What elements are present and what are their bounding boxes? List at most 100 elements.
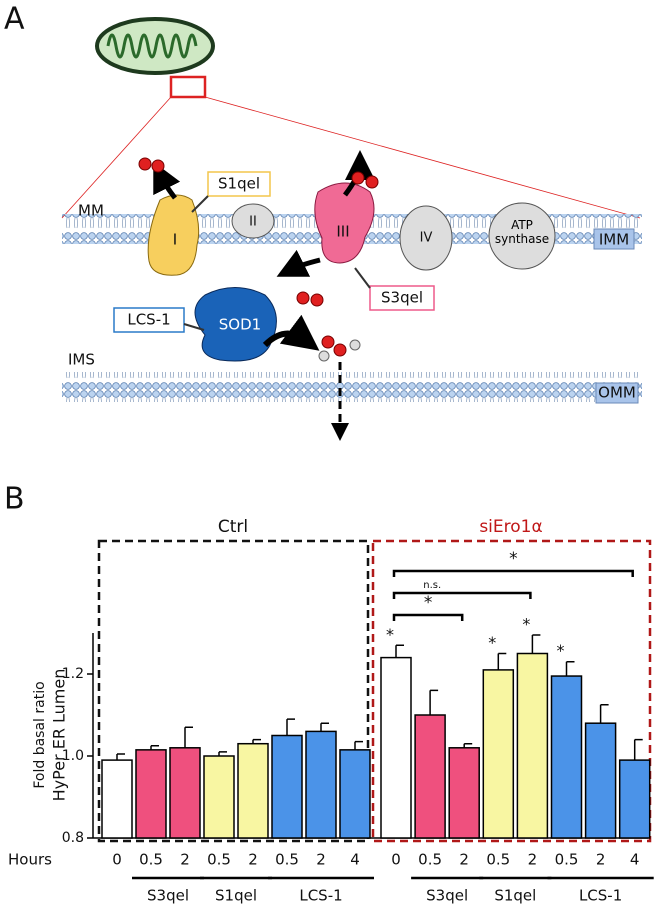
bar	[584, 722, 617, 839]
bar	[380, 656, 412, 839]
bar	[237, 742, 269, 839]
group-label: siEro1α	[479, 517, 542, 537]
y-label: Fold basal ratio	[32, 681, 48, 788]
inhibition	[354, 267, 371, 289]
inhibition	[191, 195, 209, 213]
error-bar	[497, 652, 507, 670]
zoom-box	[169, 75, 207, 99]
treatment-label: LCS-1	[299, 887, 342, 905]
complex-label: II	[249, 215, 257, 230]
bar	[305, 730, 337, 839]
zoom-line	[61, 96, 172, 219]
complex-iv	[399, 205, 453, 271]
error-bar	[184, 726, 193, 748]
error-bar	[252, 738, 261, 744]
group-box	[371, 539, 652, 843]
significance-star: *	[386, 625, 394, 644]
panel-letter: B	[4, 482, 25, 517]
y-tick-label: 1.2	[62, 666, 84, 682]
bar-chart: 0.8 1.0 1.2 Fold basal ratio HyPer ER Lumen C…	[8, 517, 654, 905]
x-tick-label: 2	[316, 851, 326, 869]
bar	[618, 759, 651, 839]
y-tick-label: 1.0	[62, 748, 84, 764]
zoom-line	[204, 96, 641, 219]
error-bar	[633, 738, 643, 761]
significance-bracket	[392, 591, 532, 599]
significance-star: *	[522, 615, 530, 634]
error-bar	[354, 740, 363, 750]
x-tick-label: 4	[350, 851, 360, 869]
bracket-label: *	[424, 593, 433, 613]
bracket-label: n.s.	[423, 580, 441, 591]
error-bar	[320, 722, 329, 732]
error-bar	[150, 745, 159, 750]
bar	[448, 747, 480, 839]
x-tick-label: 0.5	[555, 851, 579, 869]
treatment-label: S3qel	[426, 887, 468, 905]
x-tick-label: 2	[528, 851, 538, 869]
significance-star: *	[488, 633, 496, 652]
arrow	[262, 314, 320, 351]
sod1	[194, 287, 277, 362]
outer-membrane	[62, 372, 642, 402]
error-bar	[395, 644, 404, 658]
bar	[339, 749, 371, 839]
inhibitor-label: S1qel	[218, 175, 260, 193]
error-bar	[531, 634, 541, 654]
significance-bracket	[392, 569, 634, 577]
panel-letter: A	[4, 2, 25, 37]
inhibitor-box	[369, 285, 435, 311]
error-bar	[286, 718, 295, 736]
y-label: HyPer ER Lumen	[50, 669, 69, 802]
group-label: Ctrl	[218, 517, 248, 537]
inhibition	[183, 323, 205, 331]
significance-bracket	[392, 613, 464, 621]
complex-label: SOD1	[219, 316, 261, 334]
bar	[414, 714, 446, 839]
y-tick-label: 0.8	[62, 830, 84, 846]
complex-i	[147, 194, 200, 276]
atp-synthase	[488, 202, 556, 270]
complex-label: IV	[420, 231, 433, 246]
inhibitor-label: S3qel	[381, 289, 423, 307]
imm-box	[593, 228, 635, 250]
complex-ii	[231, 203, 275, 239]
error-bar	[599, 704, 609, 724]
inhibitor-label: LCS-1	[127, 311, 170, 329]
error-bar	[463, 742, 473, 748]
error-bar	[116, 753, 125, 761]
complex-iii	[314, 182, 375, 264]
arrow	[153, 161, 181, 200]
treatment-label: S1qel	[494, 887, 536, 905]
bar	[101, 759, 133, 839]
complex-label: ATP synthase	[494, 218, 550, 246]
treatment-label: S1qel	[215, 887, 257, 905]
complex-label: III	[336, 223, 349, 241]
inhibitor-box	[113, 307, 185, 333]
significance-star: *	[557, 641, 565, 660]
label-imm: IMM	[599, 231, 629, 249]
error-bar	[429, 689, 439, 715]
x-tick-label: 2	[596, 851, 606, 869]
arrow	[276, 249, 321, 277]
group-box	[97, 539, 370, 843]
x-label: Hours	[8, 851, 52, 869]
x-tick-label: 0.5	[418, 851, 442, 869]
x-tick-label: 0.5	[486, 851, 510, 869]
error-bar	[218, 751, 227, 756]
cristae	[106, 33, 198, 59]
complex-label: I	[173, 231, 177, 249]
bar	[271, 734, 303, 839]
bar	[516, 652, 549, 839]
molecules	[138, 157, 379, 362]
label-mm: MM	[78, 202, 104, 220]
x-tick-label: 0.5	[275, 851, 299, 869]
x-tick-label: 0.5	[139, 851, 163, 869]
label-omm: OMM	[598, 384, 636, 402]
treatment-label: LCS-1	[579, 887, 622, 905]
complex-label-box: ATP synthase	[494, 218, 550, 246]
omm-box	[595, 382, 639, 404]
x-tick-label: 0	[112, 851, 122, 869]
x-tick-label: 4	[630, 851, 640, 869]
